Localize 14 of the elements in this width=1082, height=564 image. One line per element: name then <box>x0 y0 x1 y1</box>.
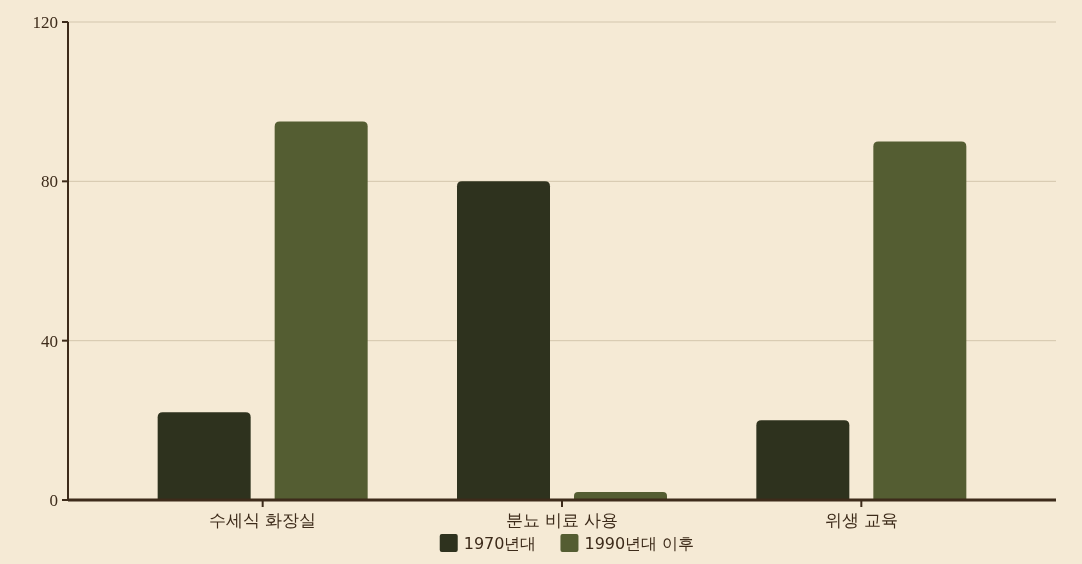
legend-label: 1970년대 <box>463 534 537 553</box>
x-tick-label: 분뇨 비료 사용 <box>505 510 619 530</box>
bar <box>157 412 251 500</box>
bar <box>274 121 368 500</box>
y-tick-label: 80 <box>41 172 58 192</box>
y-tick-label: 120 <box>32 13 58 32</box>
y-tick-label: 40 <box>41 331 58 351</box>
legend-label: 1990년대 이후 <box>584 534 695 553</box>
x-tick-label: 위생 교육 <box>824 510 899 530</box>
bar <box>873 141 967 500</box>
x-tick-label: 수세식 화장실 <box>208 510 317 530</box>
bar <box>756 420 850 500</box>
y-tick-label: 0 <box>49 491 58 510</box>
bar <box>457 181 550 500</box>
